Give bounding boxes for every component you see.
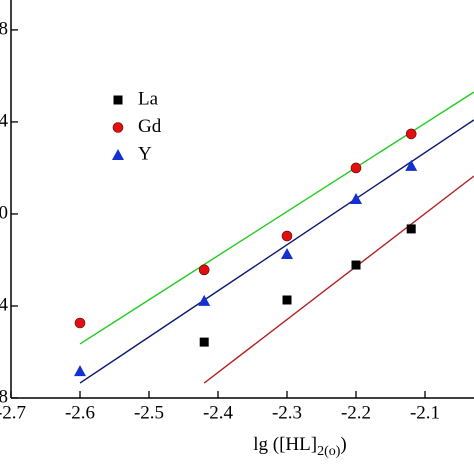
y-tick-label: -0.4 [0,294,8,315]
x-title-main: lg ([HL] [253,434,317,455]
y-tick-label: -0.8 [0,386,8,407]
x-title-sub: 2(o) [317,444,341,459]
legend-marker [112,149,124,160]
marker-circle [405,128,417,140]
y-tick-label: 0.8 [0,18,8,39]
x-tick-label: -2.6 [65,402,95,423]
x-tick-label: -2.5 [134,402,164,423]
marker-triangle [198,294,211,306]
marker-triangle [405,159,418,171]
legend-label: Y [138,143,152,164]
y-tick-label: 0 [0,202,8,223]
x-title-end: ) [340,434,346,455]
marker-circle [74,317,86,329]
legend-label: La [138,88,159,109]
marker-triangle [74,365,87,377]
y-tick-label: 0.4 [0,110,9,131]
legend-label: Gd [138,116,162,137]
x-axis-title: lg ([HL]2(o)) [253,434,347,459]
x-tick-label: -2.2 [341,402,371,423]
x-tick-label: -2.3 [272,402,302,423]
marker-circle [198,264,210,276]
marker-triangle [281,247,294,259]
marker-square [351,260,361,270]
legend-marker [112,122,124,133]
marker-circle [281,230,293,242]
fit-line [79,119,474,384]
marker-triangle [350,193,363,204]
x-tick-label: -2.7 [0,402,26,423]
x-tick-label: -2.4 [203,402,234,423]
marker-square [199,337,209,347]
marker-circle [350,162,362,174]
fit-line [203,175,474,384]
marker-square [282,295,292,305]
legend-marker [113,95,123,105]
marker-square [406,224,416,234]
x-tick-label: -2.1 [410,402,440,423]
